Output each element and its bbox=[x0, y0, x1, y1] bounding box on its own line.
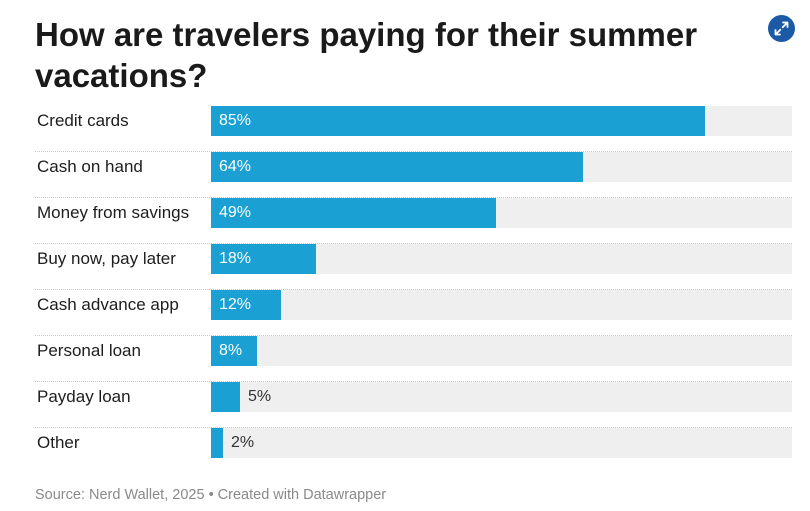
bar-row: Personal loan 8% bbox=[35, 336, 792, 382]
datawrapper-credit[interactable]: Created with Datawrapper bbox=[217, 487, 387, 503]
bar bbox=[211, 198, 496, 228]
category-label: Other bbox=[37, 433, 80, 452]
category-label: Payday loan bbox=[37, 387, 131, 406]
source-note: Source: Nerd Wallet, 2025 bbox=[35, 487, 205, 503]
expand-arrows-icon bbox=[774, 21, 789, 36]
bar-row: Payday loan 5% bbox=[35, 382, 792, 428]
bar-track bbox=[211, 290, 792, 320]
value-label: 5% bbox=[248, 388, 272, 405]
bar-row: Buy now, pay later 18% bbox=[35, 244, 792, 290]
bar bbox=[211, 428, 223, 458]
row-divider bbox=[35, 335, 792, 336]
category-label: Personal loan bbox=[37, 341, 141, 360]
value-label: 18% bbox=[219, 250, 252, 267]
value-label: 64% bbox=[219, 158, 252, 175]
row-divider bbox=[35, 427, 792, 428]
category-label: Money from savings bbox=[37, 203, 190, 222]
bar-row: Other 2% bbox=[35, 428, 792, 474]
value-label: 49% bbox=[219, 204, 252, 221]
bar bbox=[211, 244, 316, 274]
bar-row: Money from savings 49% bbox=[35, 198, 792, 244]
bar bbox=[211, 152, 583, 182]
bar bbox=[211, 382, 240, 412]
category-label: Credit cards bbox=[37, 111, 129, 130]
bar-track bbox=[211, 336, 792, 366]
bar bbox=[211, 106, 705, 136]
value-label: 85% bbox=[219, 112, 252, 129]
row-divider bbox=[35, 289, 792, 290]
row-divider bbox=[35, 381, 792, 382]
expand-button[interactable] bbox=[768, 15, 795, 42]
chart-title: How are travelers paying for their summe… bbox=[35, 16, 698, 94]
bar-track bbox=[211, 428, 792, 458]
category-label: Cash on hand bbox=[37, 157, 143, 176]
value-label: 8% bbox=[219, 342, 243, 359]
row-divider bbox=[35, 197, 792, 198]
value-label: 2% bbox=[231, 434, 255, 451]
bar-row: Cash on hand 64% bbox=[35, 152, 792, 198]
category-label: Cash advance app bbox=[37, 295, 179, 314]
bar-track bbox=[211, 382, 792, 412]
value-label: 12% bbox=[219, 296, 252, 313]
category-label: Buy now, pay later bbox=[37, 249, 176, 268]
bar bbox=[211, 290, 281, 320]
bar-row: Cash advance app 12% bbox=[35, 290, 792, 336]
footer-separator: • bbox=[208, 487, 214, 503]
row-divider bbox=[35, 151, 792, 152]
bar bbox=[211, 336, 257, 366]
chart-footer: Source: Nerd Wallet, 2025 • Created with… bbox=[35, 487, 386, 503]
bar-chart: Credit cards 85% Cash on hand 64% Money from… bbox=[35, 106, 792, 458]
bar-row: Credit cards 85% bbox=[35, 106, 792, 152]
row-divider bbox=[35, 243, 792, 244]
